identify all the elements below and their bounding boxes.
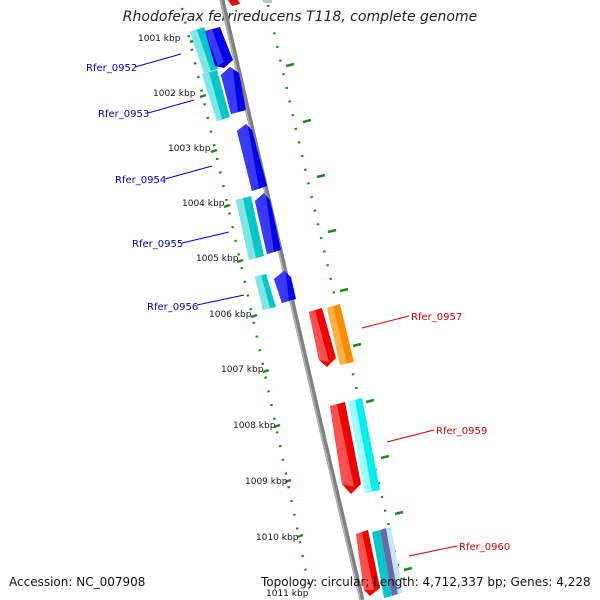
kbp-label: 1006 kbp [209, 310, 252, 320]
major-tick [296, 533, 304, 539]
major-tick [394, 510, 404, 516]
major-tick [339, 287, 349, 293]
map-title: Rhodoferax ferrireducens T118, complete … [122, 9, 478, 25]
major-tick [199, 93, 207, 99]
topology-text: Topology: circular; Length: 4,712,337 bp… [261, 575, 591, 589]
tick-track-left [180, 7, 312, 593]
major-tick [316, 173, 326, 179]
kbp-label: 1008 kbp [233, 421, 276, 431]
right-strand-genes [309, 304, 403, 598]
gene-label[interactable]: Rfer_0955 [132, 239, 183, 250]
kbp-label: 1009 kbp [245, 477, 288, 487]
major-tick [285, 62, 295, 68]
tick-track-right [266, 4, 413, 591]
major-tick [327, 228, 337, 234]
major-tick [236, 258, 244, 264]
major-tick [352, 342, 362, 348]
gene-label[interactable]: Rfer_0952 [86, 63, 137, 74]
leader-lines-left [134, 53, 245, 306]
cds-feature[interactable] [380, 528, 398, 596]
cds-feature[interactable] [372, 530, 392, 598]
gene-label[interactable]: Rfer_0953 [98, 109, 149, 120]
gene-label[interactable]: Rfer_0954 [115, 175, 166, 186]
major-tick [302, 118, 312, 124]
kbp-label: 1007 kbp [221, 365, 264, 375]
kbp-label: 1003 kbp [168, 144, 211, 154]
major-tick [403, 566, 413, 572]
major-tick [250, 313, 258, 319]
cds-feature[interactable] [386, 527, 403, 594]
kbp-label: 1001 kbp [138, 34, 181, 44]
major-tick [365, 398, 375, 404]
major-tick [380, 454, 390, 460]
kbp-label: 1002 kbp [153, 89, 196, 99]
major-tick [223, 203, 231, 209]
kbp-labels: 1001 kbp 1002 kbp 1003 kbp 1004 kbp 1005… [138, 34, 309, 599]
kbp-label: 1004 kbp [182, 199, 225, 209]
major-tick [273, 423, 281, 429]
kbp-label: 1010 kbp [256, 533, 299, 543]
leader-lines-right [361, 315, 458, 557]
accession-text: Accession: NC_007908 [9, 575, 146, 589]
kbp-label: 1011 kbp [266, 589, 309, 599]
major-tick [284, 478, 292, 484]
major-tick [210, 148, 218, 154]
kbp-label: 1005 kbp [196, 254, 239, 264]
gene-label[interactable]: Rfer_0957 [411, 312, 462, 323]
left-strand-genes [190, 27, 296, 310]
cds-feature[interactable] [262, 0, 272, 3]
gene-label[interactable]: Rfer_0956 [147, 302, 198, 313]
cds-feature[interactable] [228, 0, 240, 6]
gene-labels-right: Rfer_0957 Rfer_0959 Rfer_0960 [411, 312, 510, 553]
major-tick [262, 368, 270, 374]
gene-label[interactable]: Rfer_0960 [459, 542, 510, 553]
gene-labels-left: Rfer_0952 Rfer_0953 Rfer_0954 Rfer_0955 … [86, 63, 198, 313]
gene-label[interactable]: Rfer_0959 [436, 426, 487, 437]
